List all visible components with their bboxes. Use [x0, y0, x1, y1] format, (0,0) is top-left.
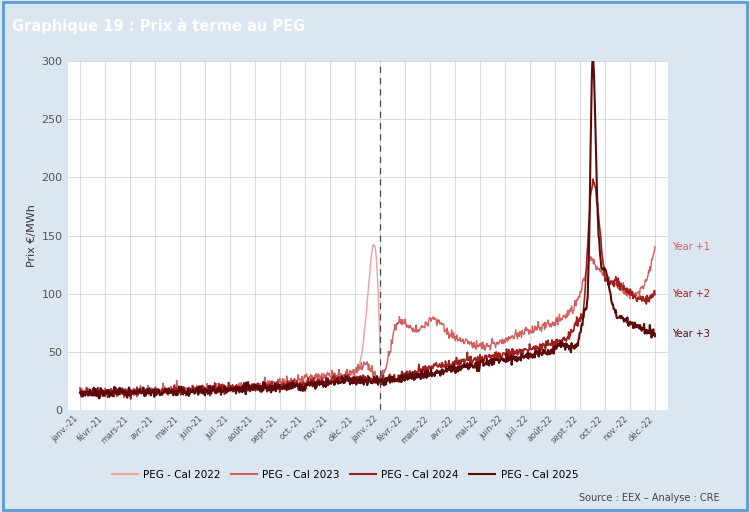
Text: Year +1: Year +1: [673, 242, 710, 252]
Text: Year +2: Year +2: [673, 289, 710, 298]
Text: Source : EEX – Analyse : CRE: Source : EEX – Analyse : CRE: [579, 493, 720, 503]
Text: Graphique 19 : Prix à terme au PEG: Graphique 19 : Prix à terme au PEG: [12, 18, 305, 34]
Legend: PEG - Cal 2022, PEG - Cal 2023, PEG - Cal 2024, PEG - Cal 2025: PEG - Cal 2022, PEG - Cal 2023, PEG - Ca…: [108, 465, 582, 484]
Y-axis label: Prix €/MWh: Prix €/MWh: [27, 204, 38, 267]
Text: Year +3: Year +3: [673, 329, 710, 339]
